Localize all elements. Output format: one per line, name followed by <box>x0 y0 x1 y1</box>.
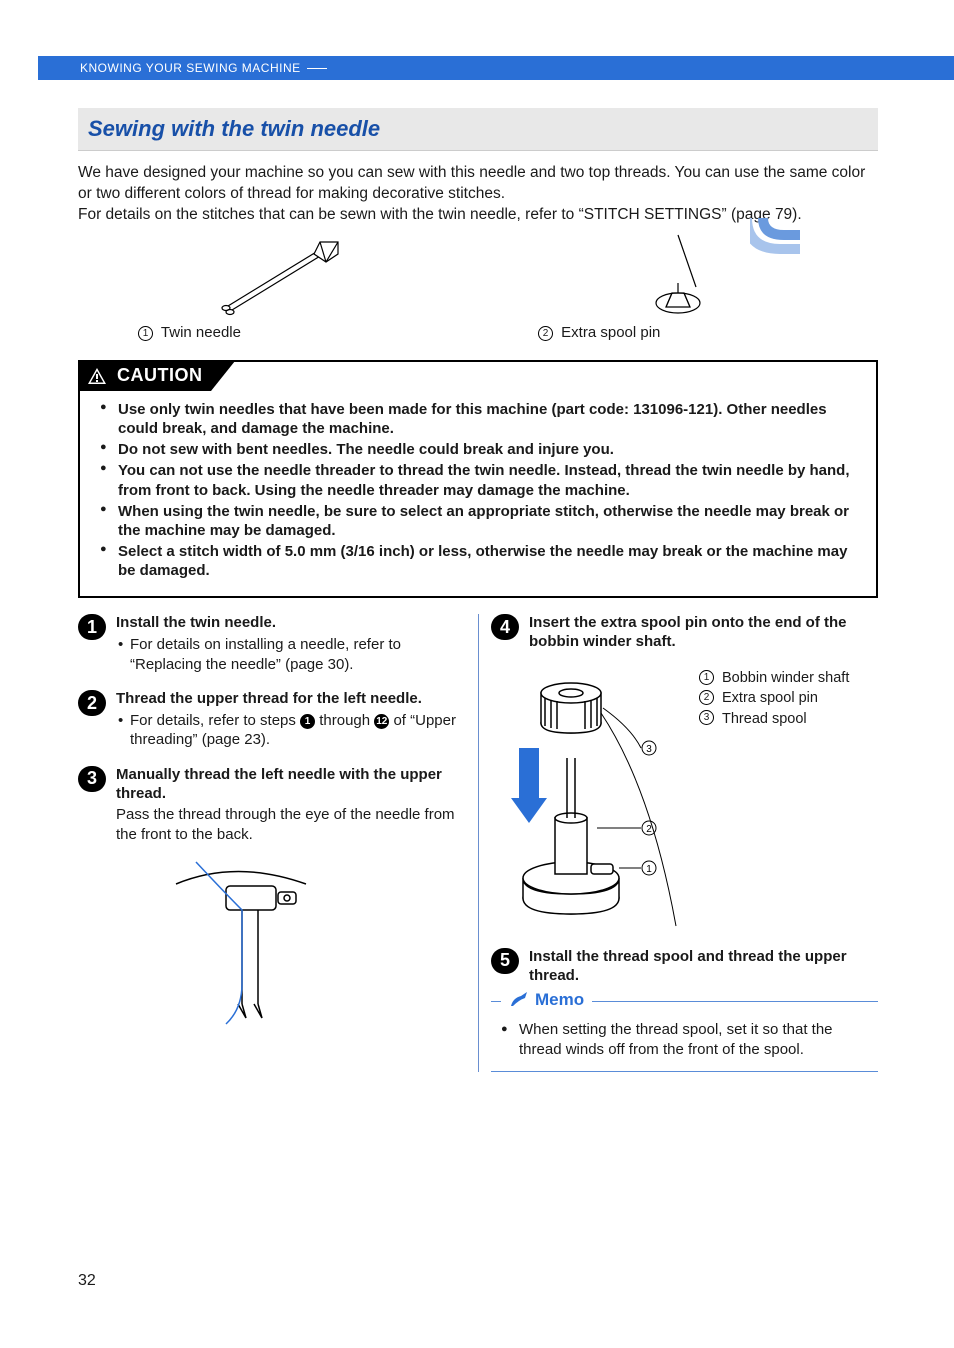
step-4-figure-row: 1 2 3 1 Bobbin winder shaft 2 Extra spool … <box>501 668 878 928</box>
intro-p1: We have designed your machine so you can… <box>78 163 878 205</box>
caution-box: CAUTION Use only twin needles that have … <box>78 360 878 599</box>
callout-num: 1 <box>699 670 714 685</box>
step-body: Pass the thread through the eye of the n… <box>116 805 466 844</box>
svg-text:3: 3 <box>646 744 652 755</box>
memo-heading-text: Memo <box>535 990 584 1010</box>
memo-box: Memo When setting the thread spool, set … <box>491 1001 878 1072</box>
caution-heading-text: CAUTION <box>117 365 203 386</box>
step-number-badge: 3 <box>78 766 106 792</box>
extra-spool-pin-drawing <box>638 238 718 318</box>
callout-text: Bobbin winder shaft <box>722 668 849 688</box>
caution-flag-triangle <box>211 361 235 391</box>
header-dash <box>307 68 327 69</box>
step-number-badge: 1 <box>78 614 106 640</box>
callout-num-1: 1 <box>138 326 153 341</box>
step-4-figure: 1 2 3 <box>501 668 681 928</box>
step-heading: Manually thread the left needle with the… <box>116 766 466 804</box>
step-4: 4 Insert the extra spool pin onto the en… <box>491 614 878 652</box>
caution-item: You can not use the needle threader to t… <box>96 461 860 499</box>
twin-needle-label: 1 Twin needle <box>78 324 241 342</box>
corner-tab-decor <box>750 216 800 256</box>
caution-flag: CAUTION <box>79 361 235 391</box>
callout-row: 1 Bobbin winder shaft <box>699 668 849 688</box>
callout-num: 3 <box>699 710 714 725</box>
callout-text: Extra spool pin <box>722 688 818 708</box>
callout-text: Thread spool <box>722 709 807 729</box>
step-columns: 1 Install the twin needle. For details o… <box>78 614 878 1072</box>
caution-list: Use only twin needles that have been mad… <box>96 400 860 581</box>
section-title: Sewing with the twin needle <box>78 108 878 151</box>
page-number: 32 <box>78 1272 96 1290</box>
step-2: 2 Thread the upper thread for the left n… <box>78 690 466 750</box>
extra-spool-pin-label: 2 Extra spool pin <box>478 324 660 342</box>
figure-extra-spool-pin: 2 Extra spool pin <box>478 238 878 342</box>
memo-icon <box>509 992 529 1008</box>
callout-num: 2 <box>699 690 714 705</box>
caution-item: Use only twin needles that have been mad… <box>96 400 860 438</box>
step-heading: Insert the extra spool pin onto the end … <box>529 614 878 652</box>
figure-twin-needle: 1 Twin needle <box>78 238 478 342</box>
memo-heading: Memo <box>501 990 592 1010</box>
step-body: For details on installing a needle, refe… <box>116 635 466 674</box>
step-bullet: For details on installing a needle, refe… <box>116 635 466 674</box>
svg-text:2: 2 <box>646 824 652 835</box>
step-heading: Install the twin needle. <box>116 614 466 633</box>
twin-needle-text: Twin needle <box>161 324 241 341</box>
left-column: 1 Install the twin needle. For details o… <box>78 614 478 1072</box>
caution-item: When using the twin needle, be sure to s… <box>96 502 860 540</box>
step-3-figure <box>156 854 466 1039</box>
extra-spool-pin-text: Extra spool pin <box>561 324 660 341</box>
content: Sewing with the twin needle We have desi… <box>78 108 878 1072</box>
twin-needle-drawing <box>208 238 348 318</box>
callout-num-2: 2 <box>538 326 553 341</box>
callout-row: 2 Extra spool pin <box>699 688 849 708</box>
step-bullet: For details, refer to steps 1 through 12… <box>116 711 466 750</box>
caution-heading: CAUTION <box>79 361 211 391</box>
step-number-badge: 4 <box>491 614 519 640</box>
memo-body: When setting the thread spool, set it so… <box>497 1020 872 1059</box>
step-heading: Thread the upper thread for the left nee… <box>116 690 466 709</box>
caution-item: Do not sew with bent needles. The needle… <box>96 440 860 459</box>
header-section-label: KNOWING YOUR SEWING MACHINE <box>80 61 301 75</box>
step-4-callouts: 1 Bobbin winder shaft 2 Extra spool pin 3T… <box>699 668 849 928</box>
step-body: For details, refer to steps 1 through 12… <box>116 711 466 750</box>
warning-icon <box>87 367 107 385</box>
step-heading: Install the thread spool and thread the … <box>529 948 878 986</box>
step-number-badge: 2 <box>78 690 106 716</box>
svg-text:1: 1 <box>646 864 652 875</box>
callout-row: 3 Thread spool <box>699 709 849 729</box>
step-3: 3 Manually thread the left needle with t… <box>78 766 466 1040</box>
right-column: 4 Insert the extra spool pin onto the en… <box>478 614 878 1072</box>
step-number-badge: 5 <box>491 948 519 974</box>
step-1: 1 Install the twin needle. For details o… <box>78 614 466 674</box>
step-5: 5 Install the thread spool and thread th… <box>491 948 878 986</box>
header-bar: KNOWING YOUR SEWING MACHINE <box>38 56 954 80</box>
page: KNOWING YOUR SEWING MACHINE Sewing with … <box>0 0 954 1348</box>
caution-item: Select a stitch width of 5.0 mm (3/16 in… <box>96 542 860 580</box>
